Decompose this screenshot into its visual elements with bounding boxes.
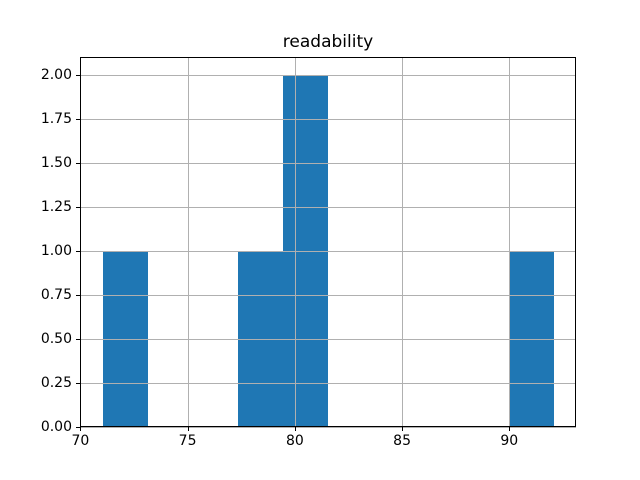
grid-layer <box>80 57 576 428</box>
x-tick-mark <box>294 427 296 431</box>
x-tick-mark <box>187 427 189 431</box>
x-tick-mark <box>509 427 511 431</box>
grid-line-horizontal <box>80 294 576 296</box>
grid-line-vertical <box>509 57 511 427</box>
y-tick-label: 2.00 <box>40 66 72 83</box>
x-tick-mark <box>402 427 404 431</box>
x-tick-label: 75 <box>178 433 197 449</box>
y-tick-label: 0.75 <box>40 286 72 303</box>
y-tick-mark <box>76 206 80 208</box>
chart-title: readability <box>282 32 374 52</box>
x-tick-label: 80 <box>285 433 304 449</box>
y-tick-mark <box>76 250 80 252</box>
plot-area <box>80 57 576 428</box>
y-tick-label: 1.75 <box>40 110 72 127</box>
y-tick-label: 1.50 <box>40 154 72 171</box>
grid-line-horizontal <box>80 74 576 76</box>
grid-line-horizontal <box>80 427 576 428</box>
grid-line-vertical <box>294 57 296 427</box>
grid-line-vertical <box>187 57 189 427</box>
x-tick-label: 90 <box>500 433 519 449</box>
grid-line-horizontal <box>80 338 576 340</box>
y-tick-mark <box>76 162 80 164</box>
grid-line-horizontal <box>80 118 576 120</box>
y-tick-label: 1.25 <box>40 198 72 215</box>
y-tick-label: 1.00 <box>40 242 72 259</box>
y-tick-label: 0.50 <box>40 330 72 347</box>
y-tick-mark <box>76 383 80 384</box>
plot-border <box>80 57 576 427</box>
y-tick-mark <box>76 427 80 428</box>
x-tick-mark <box>80 427 82 431</box>
y-tick-mark <box>76 74 80 76</box>
grid-line-horizontal <box>80 383 576 384</box>
x-tick-label: 70 <box>71 433 90 449</box>
grid-line-horizontal <box>80 250 576 252</box>
y-tick-label: 0.00 <box>40 419 72 435</box>
x-tick-label: 85 <box>393 433 411 449</box>
grid-line-horizontal <box>80 206 576 208</box>
y-tick-mark <box>76 338 80 340</box>
grid-line-horizontal <box>80 162 576 164</box>
y-tick-mark <box>76 118 80 120</box>
y-tick-label: 0.25 <box>40 375 72 391</box>
y-tick-mark <box>76 294 80 296</box>
grid-line-vertical <box>402 57 404 427</box>
